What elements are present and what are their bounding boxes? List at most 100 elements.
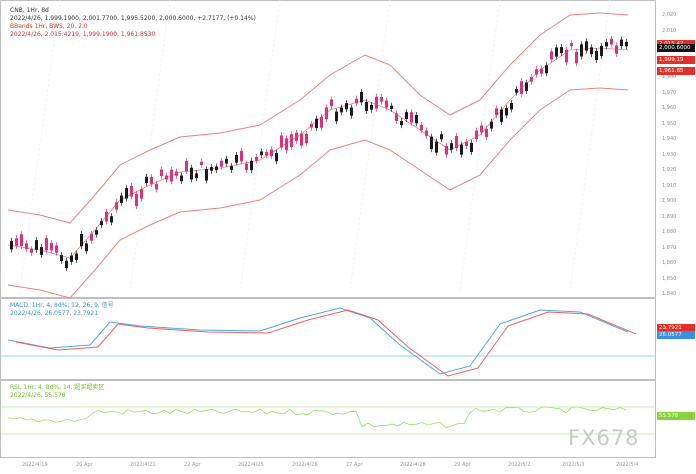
candle-body: [60, 255, 63, 261]
candle-body: [290, 134, 293, 147]
candle-body: [320, 116, 323, 128]
price-tick-label: 1,910: [662, 182, 677, 189]
ohlc-info: 2022/4/26, 1,999.1900, 2,001.7700, 1,995…: [10, 15, 256, 22]
candle-body: [540, 68, 543, 74]
rsi-values: 2022/4/26, 55.578: [10, 392, 66, 399]
candle-body: [85, 243, 88, 252]
candle-body: [560, 47, 563, 54]
candle-body: [370, 104, 373, 110]
candle-body: [80, 233, 83, 247]
candle-body: [235, 154, 238, 163]
lower-band-line: [7, 87, 629, 299]
grid-line: [349, 0, 391, 291]
candle-body: [90, 233, 93, 241]
candle-body: [120, 195, 123, 203]
candle-body: [175, 171, 178, 176]
candle-body: [505, 107, 508, 116]
candle-body: [225, 158, 228, 164]
middle-band-line: [7, 47, 629, 259]
candle-body: [490, 121, 493, 129]
bollinger-values: 2022/4/26, 2,015.4219, 1,999.1900, 1,961…: [10, 31, 156, 38]
candle-body: [140, 189, 143, 199]
grid-line: [19, 0, 61, 291]
candle-body: [620, 39, 623, 47]
candle-body: [565, 49, 568, 63]
candle-body: [410, 112, 413, 123]
rsi-tag: 55.578: [657, 412, 695, 420]
candle-body: [330, 99, 333, 107]
candle-body: [230, 166, 233, 170]
candle-body: [10, 240, 13, 250]
candle-body: [355, 98, 358, 104]
candle-body: [115, 202, 118, 210]
price-tick-label: 1,890: [662, 213, 677, 220]
time-axis-label: 2022/5/3: [562, 462, 585, 468]
price-tick-label: 1,930: [662, 151, 677, 158]
candle-body: [380, 97, 383, 102]
candle-body: [365, 102, 368, 112]
candle-body: [300, 133, 303, 146]
candle-body: [390, 105, 393, 109]
candle-body: [495, 108, 498, 116]
rsi-pane[interactable]: [0, 380, 656, 458]
candle-body: [550, 51, 553, 60]
candle-body: [180, 175, 183, 182]
candle-body: [510, 102, 513, 110]
price-axis: [656, 0, 696, 474]
candle-body: [485, 128, 488, 138]
candle-body: [265, 152, 268, 156]
price-tick-label: 1,900: [662, 198, 677, 204]
candle-body: [350, 107, 353, 116]
candle-body: [165, 175, 168, 180]
grid-line: [569, 0, 611, 291]
candle-body: [585, 41, 588, 51]
macd-pane[interactable]: [0, 298, 656, 380]
candle-body: [575, 51, 578, 64]
candle-body: [130, 185, 133, 197]
candle-body: [440, 134, 443, 140]
candle-body: [530, 77, 533, 82]
candle-body: [195, 173, 198, 179]
candle-body: [500, 109, 503, 122]
candle-body: [430, 136, 433, 150]
candle-body: [420, 124, 423, 131]
candle-body: [460, 144, 463, 155]
candle-body: [525, 82, 528, 92]
macd-title: MACD, 1Hr, 4, 8d%, 12, 26, 9, 信号: [10, 302, 114, 309]
candle-body: [210, 167, 213, 171]
candle-body: [270, 149, 273, 157]
candle-body: [465, 141, 468, 147]
candle-body: [400, 121, 403, 126]
candle-body: [145, 176, 148, 184]
candle-body: [455, 135, 458, 149]
signal-line: [15, 309, 637, 377]
candle-body: [545, 65, 548, 74]
candle-body: [415, 114, 418, 124]
candle-body: [95, 230, 98, 235]
candle-body: [275, 152, 278, 162]
time-axis-label: 22 Apr: [184, 462, 201, 468]
candle-body: [20, 234, 23, 247]
candle-body: [280, 135, 283, 148]
candle-body: [215, 166, 218, 171]
candle-body: [40, 247, 43, 255]
candle-body: [515, 89, 518, 93]
rsi-title: RSI, 1Hr, 4, 8d%, 14, 超买超卖区: [10, 384, 105, 391]
candle-body: [155, 183, 158, 190]
candle-body: [65, 260, 68, 269]
candle-body: [135, 193, 138, 207]
candle-body: [315, 118, 318, 129]
candle-body: [125, 188, 128, 199]
time-axis-label: 2022/4/25: [238, 462, 264, 468]
candle-body: [480, 125, 483, 133]
candle-body: [50, 242, 53, 251]
price-chart-pane[interactable]: [0, 0, 656, 298]
candle-body: [185, 160, 188, 172]
candle-body: [25, 243, 28, 250]
grid-line: [459, 0, 501, 291]
price-tag: 1,999.19: [657, 56, 695, 64]
candle-body: [100, 221, 103, 226]
time-axis-label: 2022/4/19: [22, 462, 48, 468]
price-tag: 2,000.6000: [657, 44, 695, 52]
